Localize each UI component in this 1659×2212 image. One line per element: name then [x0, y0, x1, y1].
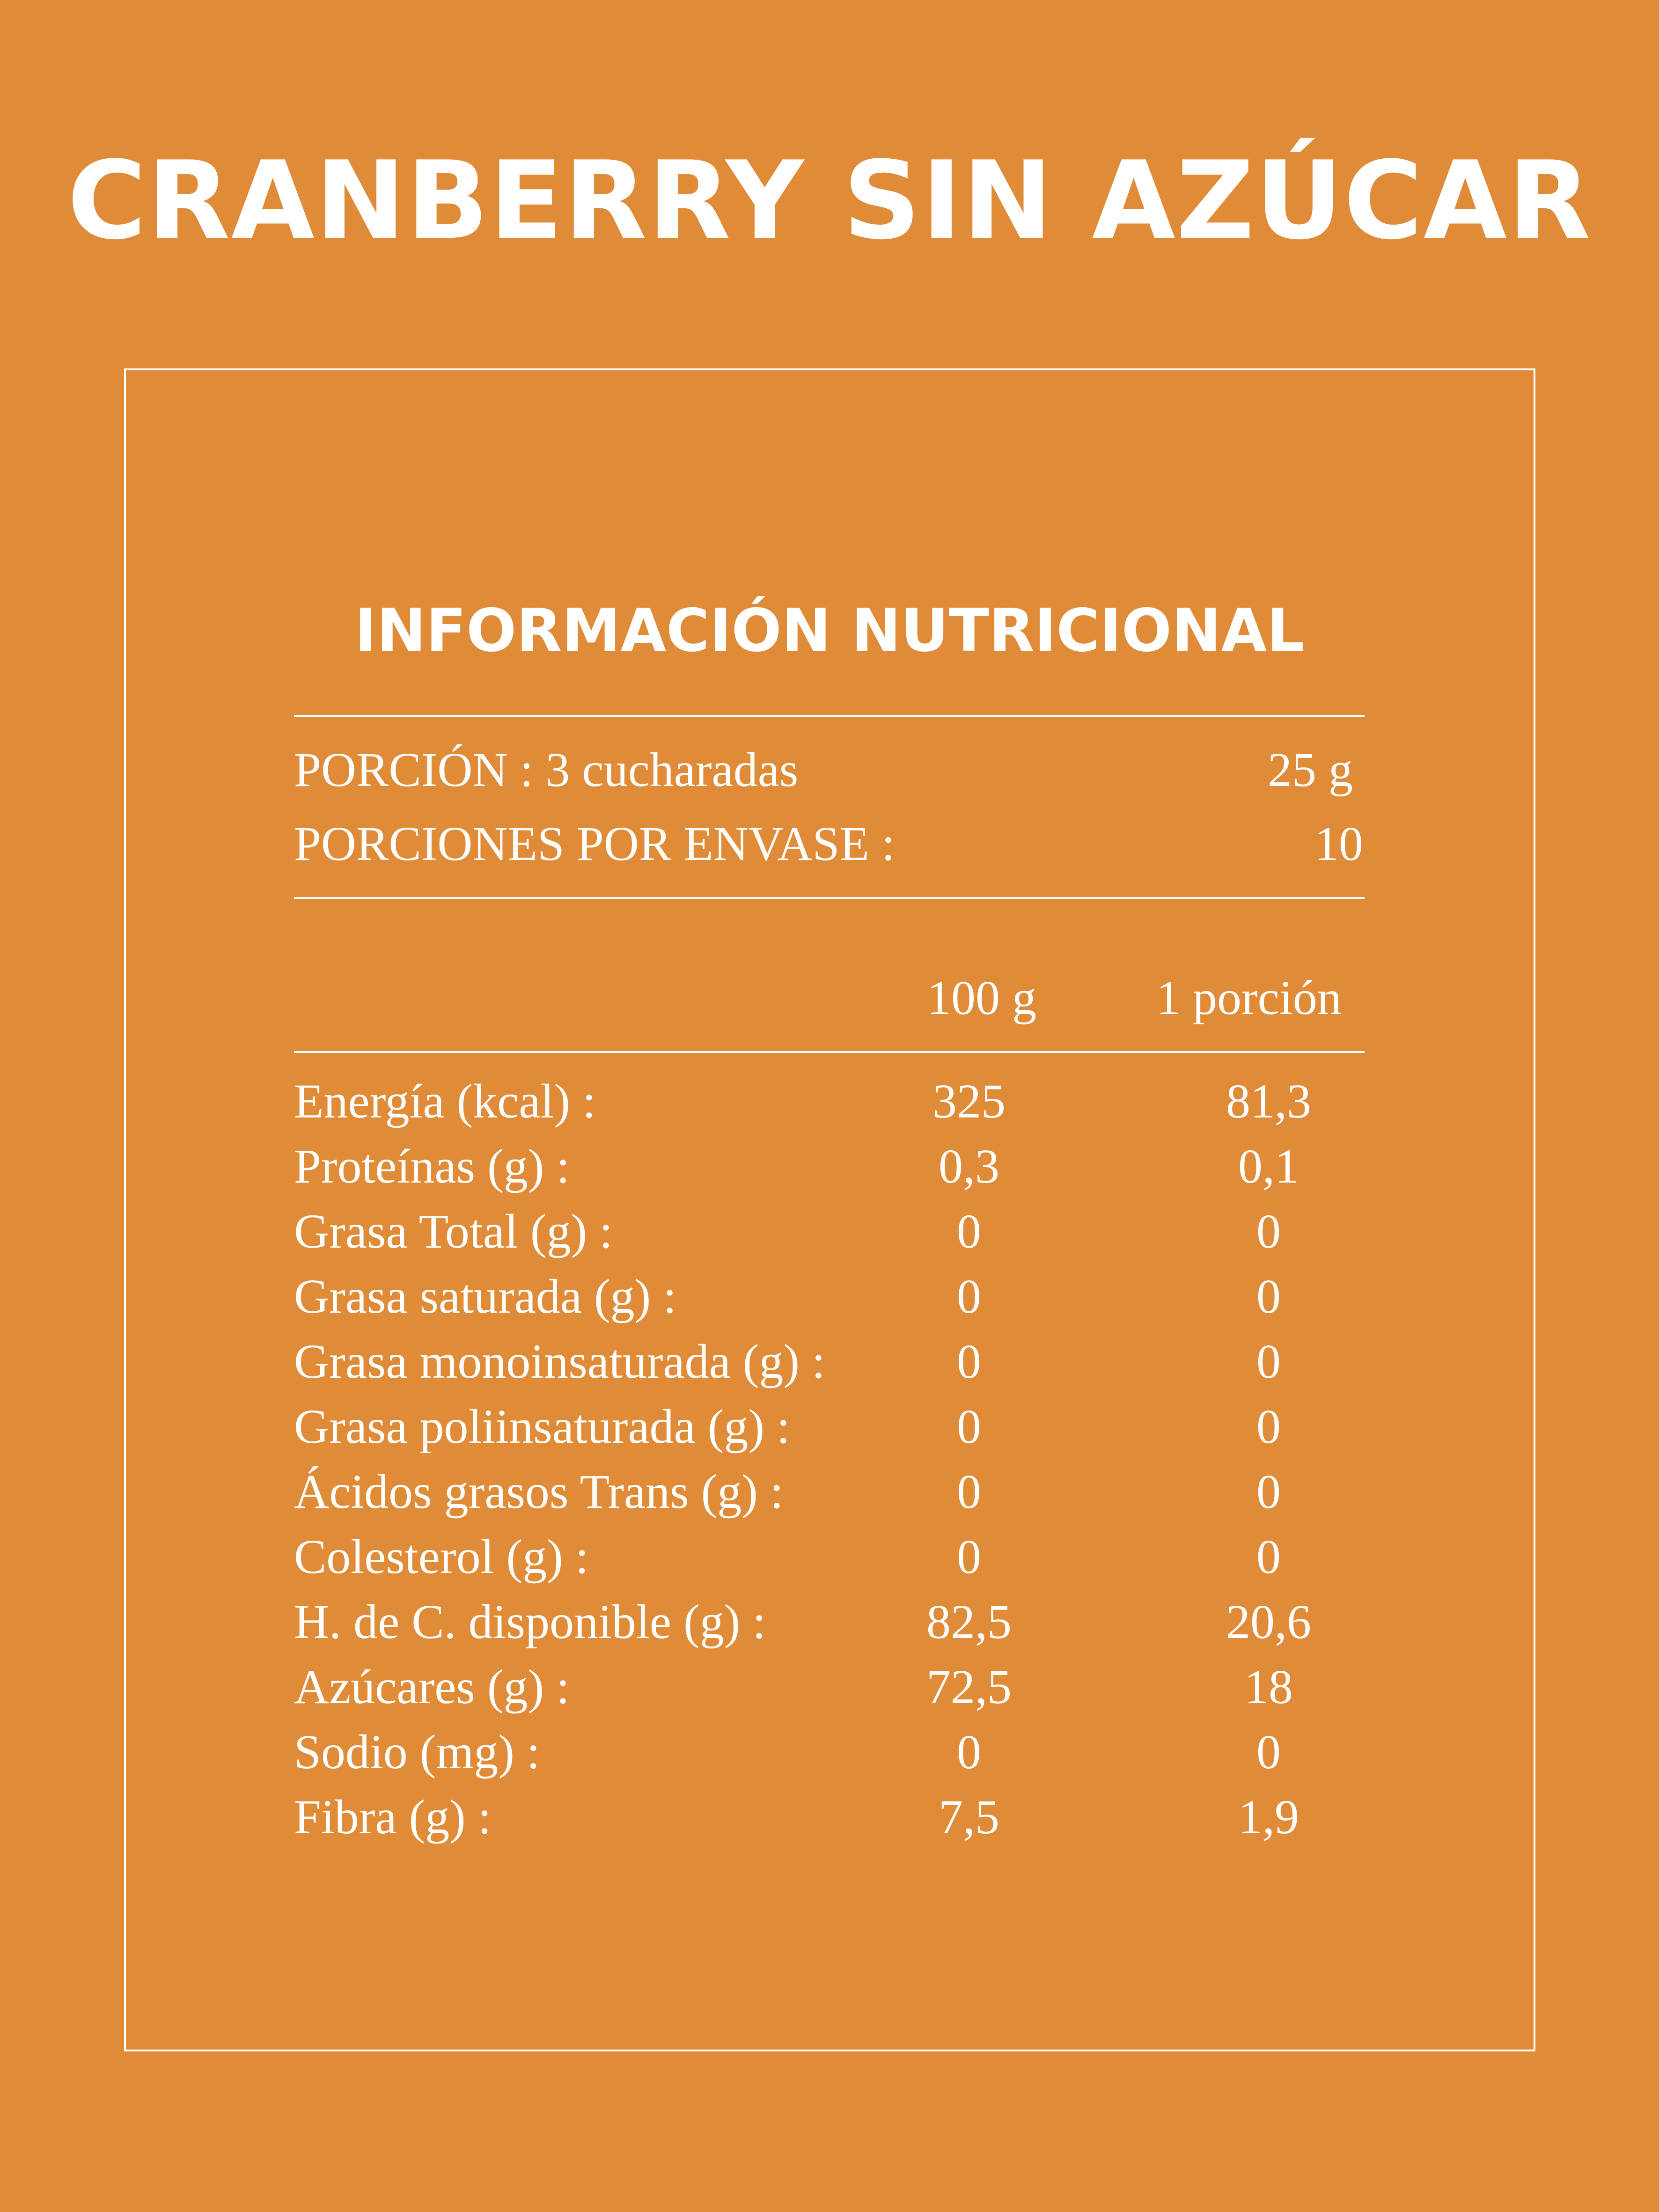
nutrient-value-100g: 0: [957, 1530, 981, 1584]
section-title: INFORMACIÓN NUTRICIONAL: [354, 596, 1305, 665]
nutrient-value-100g: 325: [932, 1074, 1006, 1128]
servings-label: PORCIONES POR ENVASE :: [294, 817, 895, 871]
nutrient-value-portion: 0: [1256, 1465, 1281, 1519]
nutrient-label: Azúcares (g) :: [294, 1660, 570, 1714]
servings-value: 10: [1314, 817, 1363, 871]
nutrient-value-portion: 0: [1256, 1725, 1281, 1779]
nutrient-value-portion: 0: [1256, 1530, 1281, 1584]
nutrient-value-100g: 0: [957, 1270, 981, 1323]
nutrient-value-portion: 20,6: [1226, 1595, 1311, 1649]
nutrient-label: Energía (kcal) :: [294, 1074, 596, 1128]
nutrient-value-100g: 0: [957, 1725, 981, 1779]
nutrient-label: Colesterol (g) :: [294, 1530, 589, 1584]
nutrient-value-100g: 0: [957, 1465, 981, 1519]
product-title: CRANBERRY SIN AZÚCAR: [67, 139, 1592, 264]
portion-value: 25 g: [1268, 743, 1353, 797]
nutrient-value-100g: 0: [957, 1400, 981, 1454]
column-header-portion: 1 porción: [1156, 971, 1342, 1025]
nutrient-value-100g: 82,5: [926, 1595, 1012, 1649]
nutrient-label: Ácidos grasos Trans (g) :: [294, 1465, 784, 1519]
nutrient-value-100g: 0: [957, 1335, 981, 1389]
nutrient-value-portion: 0,1: [1238, 1139, 1299, 1193]
nutrient-value-100g: 0: [957, 1205, 981, 1258]
nutrient-label: Proteínas (g) :: [294, 1139, 570, 1193]
nutrient-label: Sodio (mg) :: [294, 1725, 540, 1779]
nutrient-label: Fibra (g) :: [294, 1790, 492, 1844]
nutrient-label: Grasa saturada (g) :: [294, 1270, 677, 1323]
nutrient-value-100g: 72,5: [926, 1660, 1012, 1714]
divider-middle: [294, 897, 1365, 899]
nutrient-label: Grasa Total (g) :: [294, 1205, 613, 1258]
nutrient-value-portion: 1,9: [1238, 1790, 1299, 1844]
nutrient-value-100g: 7,5: [939, 1790, 999, 1844]
nutrient-value-portion: 81,3: [1226, 1074, 1311, 1128]
divider-top: [294, 715, 1365, 717]
nutrient-label: Grasa poliinsaturada (g) :: [294, 1400, 790, 1454]
column-header-100g: 100 g: [927, 971, 1036, 1025]
nutrient-label: H. de C. disponible (g) :: [294, 1595, 766, 1649]
nutrient-value-portion: 0: [1256, 1335, 1281, 1389]
nutrient-label: Grasa monoinsaturada (g) :: [294, 1335, 825, 1389]
portion-label: PORCIÓN : 3 cucharadas: [294, 743, 799, 797]
divider-header: [294, 1051, 1365, 1053]
nutrition-frame: [124, 368, 1535, 2051]
nutrient-value-portion: 18: [1244, 1660, 1293, 1714]
nutrient-value-portion: 0: [1256, 1270, 1281, 1323]
nutrient-value-100g: 0,3: [939, 1139, 999, 1193]
nutrient-value-portion: 0: [1256, 1205, 1281, 1258]
nutrient-value-portion: 0: [1256, 1400, 1281, 1454]
